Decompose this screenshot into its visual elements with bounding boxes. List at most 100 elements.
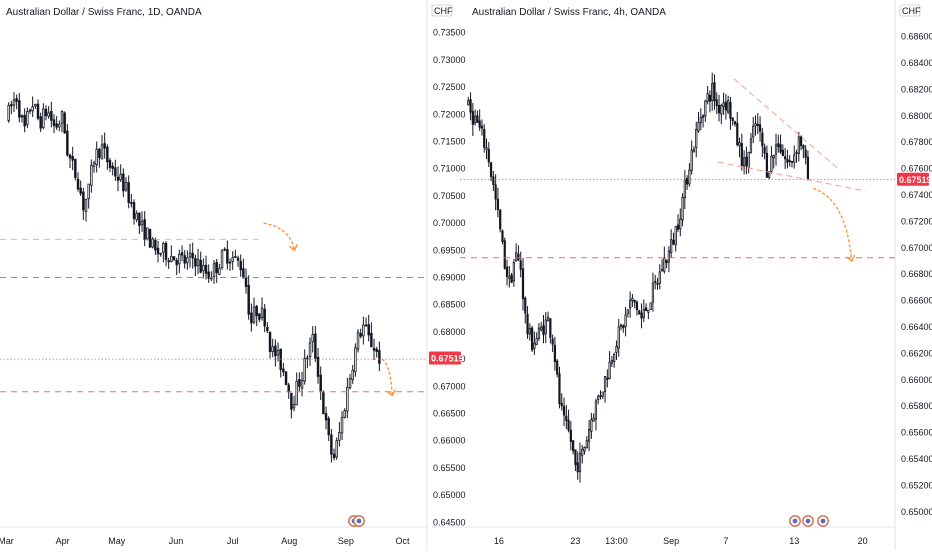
candle-body bbox=[692, 148, 696, 153]
candle-body bbox=[786, 158, 789, 163]
candle-body bbox=[95, 148, 98, 165]
candle-body bbox=[162, 243, 165, 253]
y-tick-label: 0.65200 bbox=[901, 480, 932, 490]
candle-body bbox=[188, 252, 192, 258]
candle-body bbox=[300, 379, 304, 389]
candle-body bbox=[631, 297, 634, 301]
candle-body bbox=[348, 378, 352, 389]
candle-body bbox=[526, 313, 529, 335]
candle-body bbox=[100, 144, 104, 160]
candle-body bbox=[736, 122, 739, 146]
candle-body bbox=[303, 358, 306, 382]
candle-body bbox=[635, 301, 639, 311]
candle-body bbox=[114, 167, 117, 177]
candle-body bbox=[515, 252, 518, 262]
projection-arrow[interactable] bbox=[381, 358, 393, 396]
y-tick-label: 0.64500 bbox=[433, 517, 466, 527]
candle-body bbox=[220, 250, 224, 268]
candle-body bbox=[754, 123, 757, 127]
candle-body bbox=[656, 283, 659, 285]
y-tick-label: 0.66600 bbox=[901, 296, 932, 306]
currency-label: CHF bbox=[434, 6, 453, 16]
x-tick-label: Oct bbox=[396, 536, 411, 546]
candle-body bbox=[781, 149, 784, 157]
last-price-badge bbox=[429, 351, 461, 365]
candle-body bbox=[724, 101, 727, 111]
candle-body bbox=[332, 453, 336, 459]
y-tick-label: 0.66400 bbox=[901, 322, 932, 332]
candle-body bbox=[298, 379, 301, 387]
currency-badge bbox=[431, 4, 453, 17]
candle-body bbox=[239, 260, 242, 271]
y-tick-label: 0.67000 bbox=[901, 243, 932, 253]
candle-body bbox=[585, 440, 588, 449]
candle-body bbox=[111, 165, 114, 169]
candle-body bbox=[226, 249, 229, 264]
candle-body bbox=[308, 342, 312, 357]
candle-body bbox=[143, 219, 146, 241]
candle-body bbox=[63, 112, 66, 134]
candle-body bbox=[66, 130, 69, 156]
candle-body bbox=[556, 360, 559, 375]
event-icon-dot bbox=[805, 518, 811, 524]
candle-body bbox=[154, 239, 157, 251]
y-tick-label: 0.67600 bbox=[901, 164, 932, 174]
candle-body bbox=[770, 155, 773, 172]
candle-body bbox=[799, 136, 803, 146]
x-tick-label: 13 bbox=[789, 536, 799, 546]
candle-body bbox=[738, 142, 741, 147]
candle-body bbox=[119, 174, 122, 181]
candle-body bbox=[765, 152, 769, 178]
x-tick-label: Jul bbox=[227, 536, 239, 546]
candle-body bbox=[474, 115, 477, 124]
candle-body bbox=[528, 328, 531, 335]
currency-badge bbox=[899, 4, 921, 17]
projection-arrow[interactable] bbox=[813, 187, 853, 262]
candle-body bbox=[569, 429, 572, 442]
y-tick-label: 0.65600 bbox=[901, 428, 932, 438]
candle-body bbox=[167, 260, 170, 263]
candle-body bbox=[164, 242, 168, 260]
candle-body bbox=[31, 106, 34, 112]
candle-body bbox=[613, 353, 616, 363]
candle-body bbox=[779, 144, 782, 153]
candle-body bbox=[47, 112, 50, 117]
trend-line[interactable] bbox=[717, 161, 866, 192]
candle-body bbox=[84, 198, 88, 212]
candle-body bbox=[772, 154, 775, 159]
candle-body bbox=[521, 268, 525, 300]
candle-body bbox=[207, 271, 210, 279]
y-tick-label: 0.66500 bbox=[433, 408, 466, 418]
candle-body bbox=[228, 261, 232, 264]
candle-body bbox=[231, 257, 234, 262]
trend-line[interactable] bbox=[733, 78, 839, 169]
candle-body bbox=[597, 395, 600, 400]
candle-body bbox=[663, 257, 666, 272]
candle-body bbox=[578, 453, 582, 473]
right-pane[interactable]: 0.65000 0.65200 0.65400 0.65600 0.65800 0.660… bbox=[432, 0, 932, 550]
candle-body bbox=[242, 268, 245, 279]
candle-body bbox=[581, 448, 584, 456]
candle-body bbox=[330, 434, 333, 455]
candle-body bbox=[58, 123, 61, 128]
candle-body bbox=[713, 82, 716, 102]
candle-body bbox=[215, 261, 218, 274]
candle-body bbox=[204, 264, 208, 274]
candle-body bbox=[784, 156, 787, 160]
candle-body bbox=[306, 357, 309, 360]
candle-body bbox=[574, 449, 577, 465]
candle-body bbox=[255, 305, 258, 317]
candle-body bbox=[480, 125, 484, 129]
candle-body bbox=[537, 327, 541, 339]
candle-body bbox=[638, 310, 641, 315]
candle-body bbox=[20, 115, 24, 118]
candle-body bbox=[135, 213, 138, 221]
candle-body bbox=[236, 257, 240, 261]
candle-body bbox=[708, 94, 712, 102]
candle-body bbox=[483, 129, 486, 148]
x-tick-label: Aug bbox=[281, 536, 297, 546]
candle-body bbox=[731, 117, 734, 122]
left-pane[interactable]: 0.64500 0.65000 0.65500 0.66000 0.66500 0.670… bbox=[0, 0, 466, 550]
projection-arrow[interactable] bbox=[263, 222, 296, 251]
